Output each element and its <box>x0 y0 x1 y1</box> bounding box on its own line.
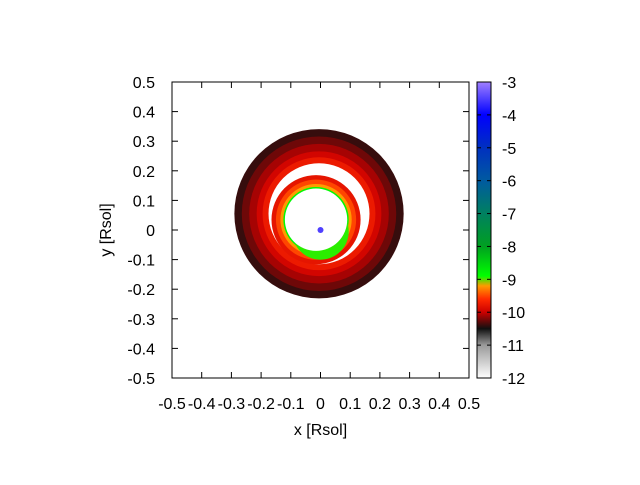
y-axis-label: y [Rsol] <box>98 203 115 256</box>
colorbar-tick-label: -5 <box>502 141 516 158</box>
x-axis-label: x [Rsol] <box>294 422 347 439</box>
colorbar-tick-label: -7 <box>502 207 516 224</box>
center-point <box>317 227 324 233</box>
y-tick-label: 0.1 <box>133 193 155 210</box>
colorbar-tick-label: -9 <box>502 272 516 289</box>
x-tick-label: 0.4 <box>428 396 450 413</box>
colorbar-tick-label: -8 <box>502 239 516 256</box>
colorbar-tick-label: -10 <box>502 305 525 322</box>
x-tick-label: -0.3 <box>218 396 246 413</box>
y-tick-label: 0 <box>146 223 155 240</box>
colorbar-tick-label: -6 <box>502 174 516 191</box>
x-tick-label: -0.4 <box>188 396 216 413</box>
x-tick-label: 0.5 <box>458 396 480 413</box>
y-tick-label: -0.4 <box>127 341 155 358</box>
x-tick-label: 0.2 <box>369 396 391 413</box>
x-tick-label: 0.3 <box>398 396 420 413</box>
colorbar-tick-label: -12 <box>502 371 525 388</box>
colorbar-tick-label: -4 <box>502 108 516 125</box>
y-tick-label: -0.3 <box>127 312 155 329</box>
y-tick-label: 0.5 <box>133 75 155 92</box>
x-tick-label: 0 <box>316 396 325 413</box>
colorbar-tick-label: -3 <box>502 75 516 92</box>
x-tick-label: -0.2 <box>247 396 275 413</box>
x-tick-label: -0.5 <box>158 396 186 413</box>
x-tick-label: -0.1 <box>277 396 305 413</box>
colorbar-tick-label: -11 <box>502 338 524 355</box>
y-tick-label: 0.2 <box>133 164 155 181</box>
inner-ring-gap <box>284 188 348 251</box>
y-tick-label: 0.3 <box>133 134 155 151</box>
colorbar <box>476 81 492 379</box>
y-tick-label: -0.5 <box>127 371 155 388</box>
y-tick-label: 0.4 <box>133 105 155 122</box>
x-tick-label: 0.1 <box>339 396 361 413</box>
y-tick-label: -0.1 <box>127 253 155 270</box>
y-tick-label: -0.2 <box>127 282 155 299</box>
